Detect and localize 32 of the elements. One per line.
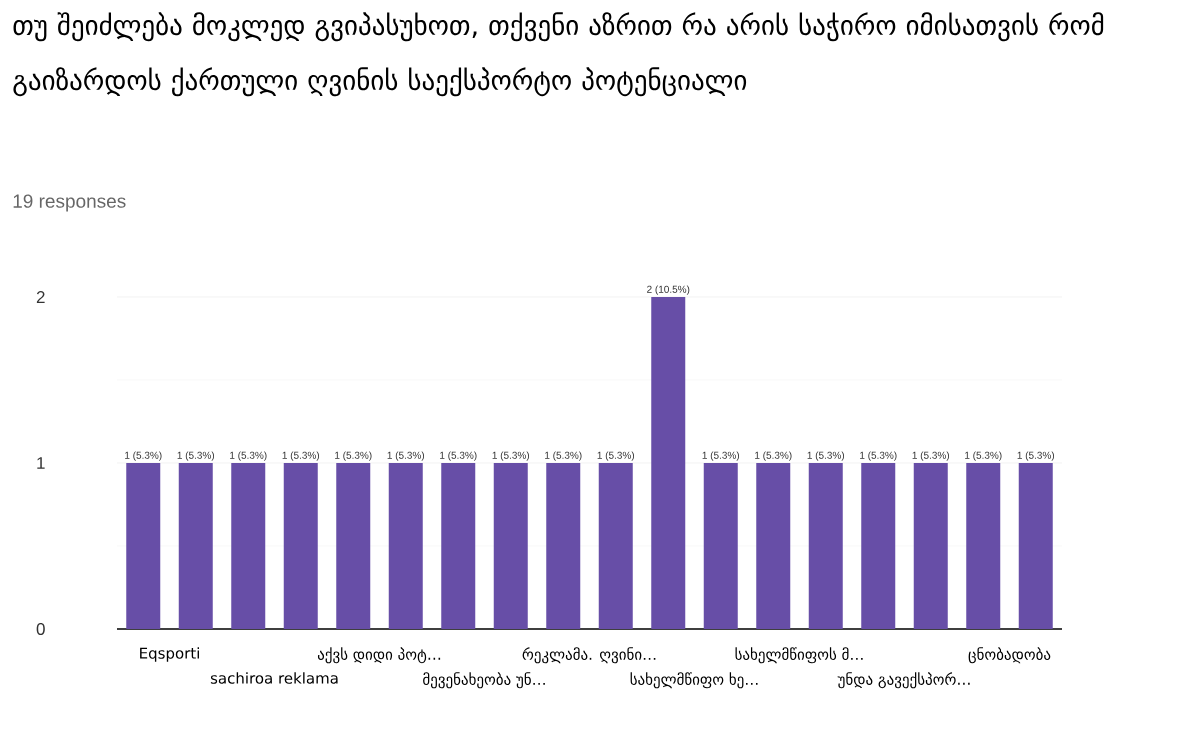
data-label: 1 (5.3%) — [177, 451, 215, 461]
x-tick-label: sachiroa reklama — [210, 672, 338, 684]
data-label: 1 (5.3%) — [755, 451, 792, 461]
data-label: 1 (5.3%) — [545, 451, 582, 461]
y-tick-label: 2 — [36, 291, 45, 303]
data-label: 1 (5.3%) — [702, 451, 740, 461]
x-tick-label: უნდა გავექსპორ… — [837, 672, 970, 689]
data-label: 1 (5.3%) — [965, 451, 1002, 461]
y-tick-label: 1 — [37, 457, 45, 469]
data-label: 1 (5.3%) — [860, 451, 897, 461]
data-label: 1 (5.3%) — [125, 451, 162, 461]
x-tick-label: სახელმწიფოს მ… — [735, 647, 863, 664]
x-tick-label: აქვს დიდი პოტ… — [317, 647, 441, 664]
x-tick-label: ცნობადობა — [968, 647, 1051, 664]
chart-title: თუ შეიძლება მოკლედ გვიპასუხოთ, თქვენი აზრით რა არის საჭირო იმისათვის რომ გაიზარდოს ქართული ღვინის საექსპორტო პოტენციალი — [13, 12, 1104, 97]
data-label: 1 (5.3%) — [807, 451, 845, 461]
x-tick-label: სახელმწიფო ხე… — [630, 672, 758, 689]
data-label: 1 (5.3%) — [230, 451, 267, 461]
data-label: 1 (5.3%) — [1017, 451, 1055, 461]
x-tick-label: რეკლამა. ღვინი… — [522, 647, 656, 664]
data-label: 1 (5.3%) — [282, 451, 320, 461]
y-tick-label: 0 — [36, 622, 45, 636]
data-label: 1 (5.3%) — [335, 451, 372, 461]
chart-subtitle: 19 responses — [13, 194, 126, 212]
data-label: 1 (5.3%) — [492, 451, 530, 461]
data-label: 1 (5.3%) — [440, 451, 477, 461]
data-label: 1 (5.3%) — [597, 451, 635, 461]
data-label: 1 (5.3%) — [912, 451, 950, 461]
x-tick-label: Eqsporti — [140, 647, 199, 662]
data-label: 1 (5.3%) — [387, 451, 425, 461]
x-tick-label: მევენახეობა უნ… — [423, 672, 545, 689]
data-label: 2 (10.5%) — [647, 285, 690, 295]
